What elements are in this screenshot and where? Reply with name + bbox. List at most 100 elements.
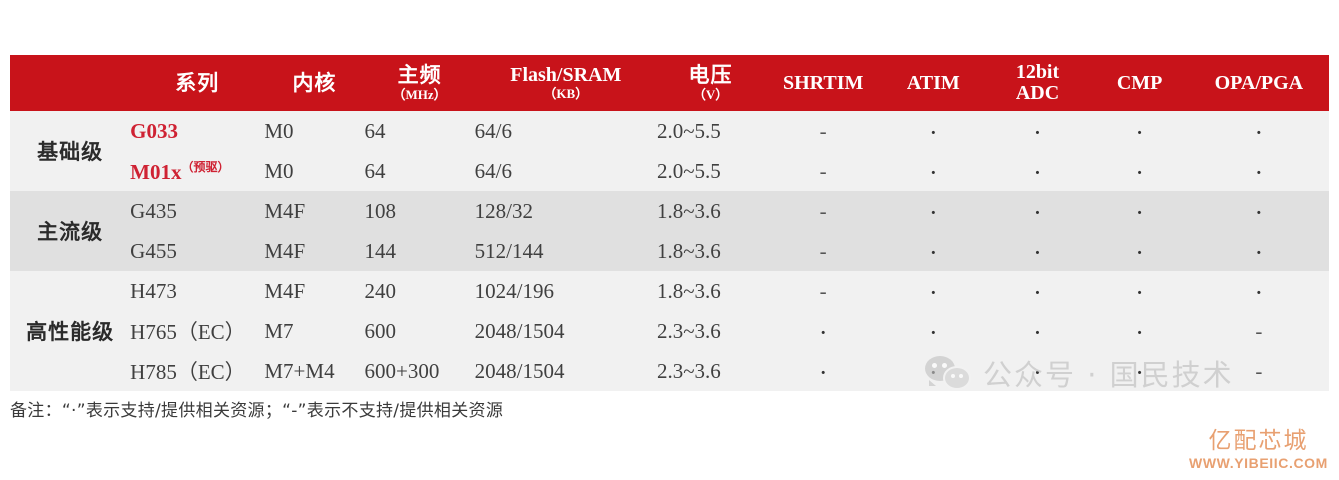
unsupported-dash: - — [819, 278, 827, 303]
cell-core: M0 — [264, 151, 365, 191]
cell-frequency: 600+300 — [364, 351, 475, 391]
cell-shrtim: · — [764, 311, 883, 351]
header-label-frequency: 主频 — [397, 63, 442, 88]
cell-shrtim: · — [764, 351, 883, 391]
cell-adc12: · — [984, 351, 1091, 391]
header-cell-opa-pga: OPA/PGA — [1188, 55, 1329, 111]
cell-cmp: · — [1090, 351, 1189, 391]
cell-series: H765（EC） — [130, 311, 265, 351]
cell-opa-pga: · — [1188, 191, 1329, 231]
table-row: 高性能级 H473 M4F 240 1024/196 1.8~3.6 - · · · · — [10, 271, 1329, 391]
cell-memory: 64/6 — [474, 111, 657, 151]
header-label-opa-pga: OPA/PGA — [1214, 71, 1304, 94]
cell-adc12: · — [984, 311, 1091, 351]
cell-series: G033 — [130, 111, 265, 151]
site-watermark-name: 亿配芯城 — [1208, 428, 1309, 454]
unsupported-dash: - — [819, 118, 827, 143]
supported-dot: · — [929, 317, 938, 347]
cell-adc12: · — [984, 271, 1091, 311]
group-label-cell: 主流级 — [10, 191, 131, 271]
header-cell-memory: Flash/SRAM （KB） — [474, 55, 657, 111]
cell-core: M0 — [264, 111, 365, 151]
cell-cmp: · — [1090, 151, 1189, 191]
header-label-adc12-line1: 12bit — [1015, 61, 1060, 83]
cell-core: M4F — [264, 191, 365, 231]
supported-dot: · — [929, 197, 938, 227]
cell-memory: 128/32 — [474, 191, 657, 231]
cell-adc12: · — [984, 231, 1091, 271]
header-cell-series: 系列 — [130, 55, 265, 111]
cell-cmp: · — [1090, 231, 1189, 271]
cell-atim: · — [882, 191, 985, 231]
unsupported-dash: - — [1255, 358, 1263, 383]
supported-dot: · — [818, 317, 828, 347]
supported-dot: · — [1033, 357, 1042, 387]
cell-memory: 64/6 — [474, 151, 657, 191]
cell-series: G435 — [130, 191, 265, 231]
cell-shrtim: - — [764, 191, 883, 231]
supported-dot: · — [1033, 277, 1042, 307]
cell-atim: · — [882, 271, 985, 311]
cell-shrtim: - — [764, 271, 883, 311]
cell-adc12: · — [984, 111, 1091, 151]
unsupported-dash: - — [819, 158, 827, 183]
unsupported-dash: - — [819, 238, 827, 263]
header-cell-atim: ATIM — [882, 55, 985, 111]
supported-dot: · — [1033, 117, 1042, 147]
cell-voltage: 2.0~5.5 — [656, 151, 765, 191]
supported-dot: · — [929, 117, 938, 147]
supported-dot: · — [1135, 157, 1144, 187]
supported-dot: · — [818, 357, 828, 387]
table-footnote: 备注：“·”表示支持/提供相关资源；“-”表示不支持/提供相关资源 — [10, 401, 504, 421]
supported-dot: · — [1254, 277, 1264, 307]
header-cell-core: 内核 — [264, 55, 365, 111]
cell-cmp: · — [1090, 311, 1189, 351]
cell-atim: · — [882, 231, 985, 271]
table-row: G455 M4F 144 512/144 1.8~3.6 - · · · · — [10, 231, 1329, 271]
cell-voltage: 1.8~3.6 — [656, 191, 765, 231]
header-unit-voltage: （V） — [692, 87, 729, 103]
header-label-series: 系列 — [175, 70, 220, 95]
header-cell-corner — [10, 55, 131, 111]
cell-opa-pga: · — [1188, 111, 1329, 151]
cell-frequency: 600 — [364, 311, 475, 351]
group-label-cell: 高性能级 — [10, 271, 131, 391]
header-label-cmp: CMP — [1116, 71, 1163, 94]
cell-shrtim: - — [764, 111, 883, 151]
header-label-core: 内核 — [292, 70, 337, 95]
cell-shrtim: - — [764, 151, 883, 191]
cell-voltage: 2.3~3.6 — [656, 351, 765, 391]
supported-dot: · — [1135, 317, 1144, 347]
cell-frequency: 64 — [364, 111, 475, 151]
header-label-voltage: 电压 — [688, 63, 733, 88]
mcu-spec-table: 系列 内核 主频 （MHz） Flash/SRAM （KB） 电压 （V） — [10, 55, 1329, 391]
supported-dot: · — [1033, 317, 1042, 347]
unsupported-dash: - — [819, 198, 827, 223]
group-label-cell: 基础级 — [10, 111, 131, 191]
cell-opa-pga: - — [1188, 311, 1329, 351]
cell-cmp: · — [1090, 191, 1189, 231]
cell-cmp: · — [1090, 271, 1189, 311]
cell-core: M7+M4 — [264, 351, 365, 391]
header-unit-frequency: （MHz） — [392, 87, 447, 103]
supported-dot: · — [1135, 277, 1144, 307]
site-watermark-url: WWW.YIBEIIC.COM — [1189, 455, 1328, 472]
supported-dot: · — [929, 277, 938, 307]
cell-series: G455 — [130, 231, 265, 271]
supported-dot: · — [1135, 197, 1144, 227]
supported-dot: · — [1033, 197, 1042, 227]
supported-dot: · — [1135, 237, 1144, 267]
header-row: 系列 内核 主频 （MHz） Flash/SRAM （KB） 电压 （V） — [10, 55, 1329, 111]
series-superscript: （预驱） — [181, 159, 230, 174]
supported-dot: · — [929, 357, 938, 387]
cell-cmp: · — [1090, 111, 1189, 151]
header-cell-voltage: 电压 （V） — [656, 55, 765, 111]
header-label-memory: Flash/SRAM — [510, 64, 622, 87]
cell-memory: 2048/1504 — [474, 311, 657, 351]
cell-series: M01x（预驱） — [130, 151, 265, 191]
cell-opa-pga: · — [1188, 231, 1329, 271]
header-cell-adc12: 12bit ADC — [984, 55, 1091, 111]
cell-frequency: 240 — [364, 271, 475, 311]
table-body: 基础级 G033 M0 64 64/6 2.0~5.5- · · · · M01x（预驱） M0 64 6… — [10, 111, 1329, 391]
cell-opa-pga: - — [1188, 351, 1329, 391]
